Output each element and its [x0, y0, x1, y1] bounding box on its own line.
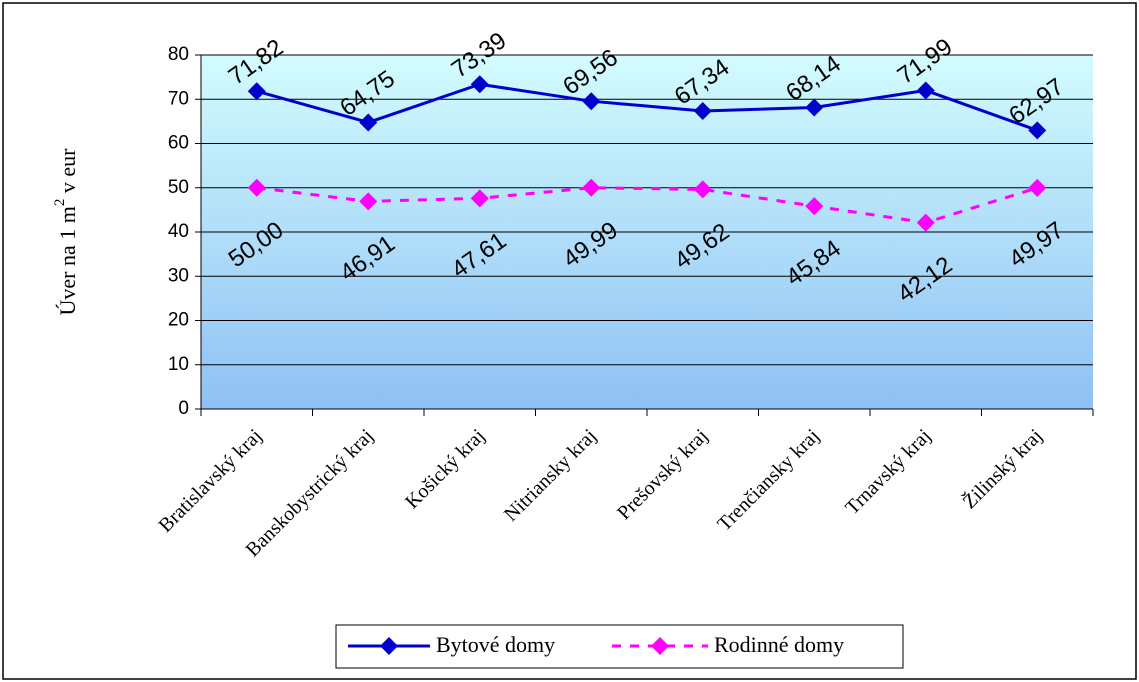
- data-point-marker: [247, 178, 266, 197]
- gridlines: [201, 54, 1093, 366]
- series-line: [256, 186, 1038, 225]
- data-point-marker: [805, 98, 824, 117]
- y-tick-label: 60: [168, 133, 189, 154]
- data-point-marker: [470, 189, 489, 208]
- legend: Bytové domy Rodinné domy: [335, 624, 904, 669]
- y-axis-title: Úver na 1 m2 v eur: [52, 148, 80, 316]
- legend-entries: Bytové domy Rodinné domy: [348, 632, 844, 657]
- data-point-marker: [582, 178, 601, 197]
- y-tick-label: 20: [168, 310, 189, 331]
- data-point-marker: [1028, 121, 1047, 140]
- data-point-marker: [582, 92, 601, 111]
- data-point-marker: [916, 213, 935, 232]
- y-tick-label: 0: [178, 398, 189, 419]
- data-point-marker: [916, 81, 935, 100]
- y-tick-label: 80: [168, 44, 189, 65]
- data-point-marker: [470, 75, 489, 94]
- series-line: [256, 82, 1038, 132]
- series: [247, 75, 1047, 232]
- y-axis-title-text: Úver na 1 m: [55, 206, 80, 315]
- y-tick-label: 10: [168, 354, 189, 375]
- y-axis-title-suffix: v eur: [55, 148, 80, 199]
- legend-swatch-marker: [651, 637, 669, 655]
- y-tick-label: 40: [168, 221, 189, 242]
- data-point-marker: [359, 113, 378, 132]
- data-point-marker: [359, 192, 378, 211]
- data-point-marker: [693, 180, 712, 199]
- y-tick-label: 30: [168, 265, 189, 286]
- data-point-marker: [247, 82, 266, 101]
- legend-label: Bytové domy: [436, 632, 555, 657]
- y-tick-label: 50: [168, 177, 189, 198]
- y-axis-title-superscript: 2: [52, 199, 68, 207]
- legend-label: Rodinné domy: [714, 632, 844, 657]
- data-point-marker: [1028, 178, 1047, 197]
- y-tick-label: 70: [168, 88, 189, 109]
- data-point-marker: [805, 197, 824, 216]
- legend-swatch-marker: [380, 637, 398, 655]
- svg-text:Úver na 1 m2 v eur: Úver na 1 m2 v eur: [52, 148, 80, 316]
- data-point-marker: [693, 102, 712, 121]
